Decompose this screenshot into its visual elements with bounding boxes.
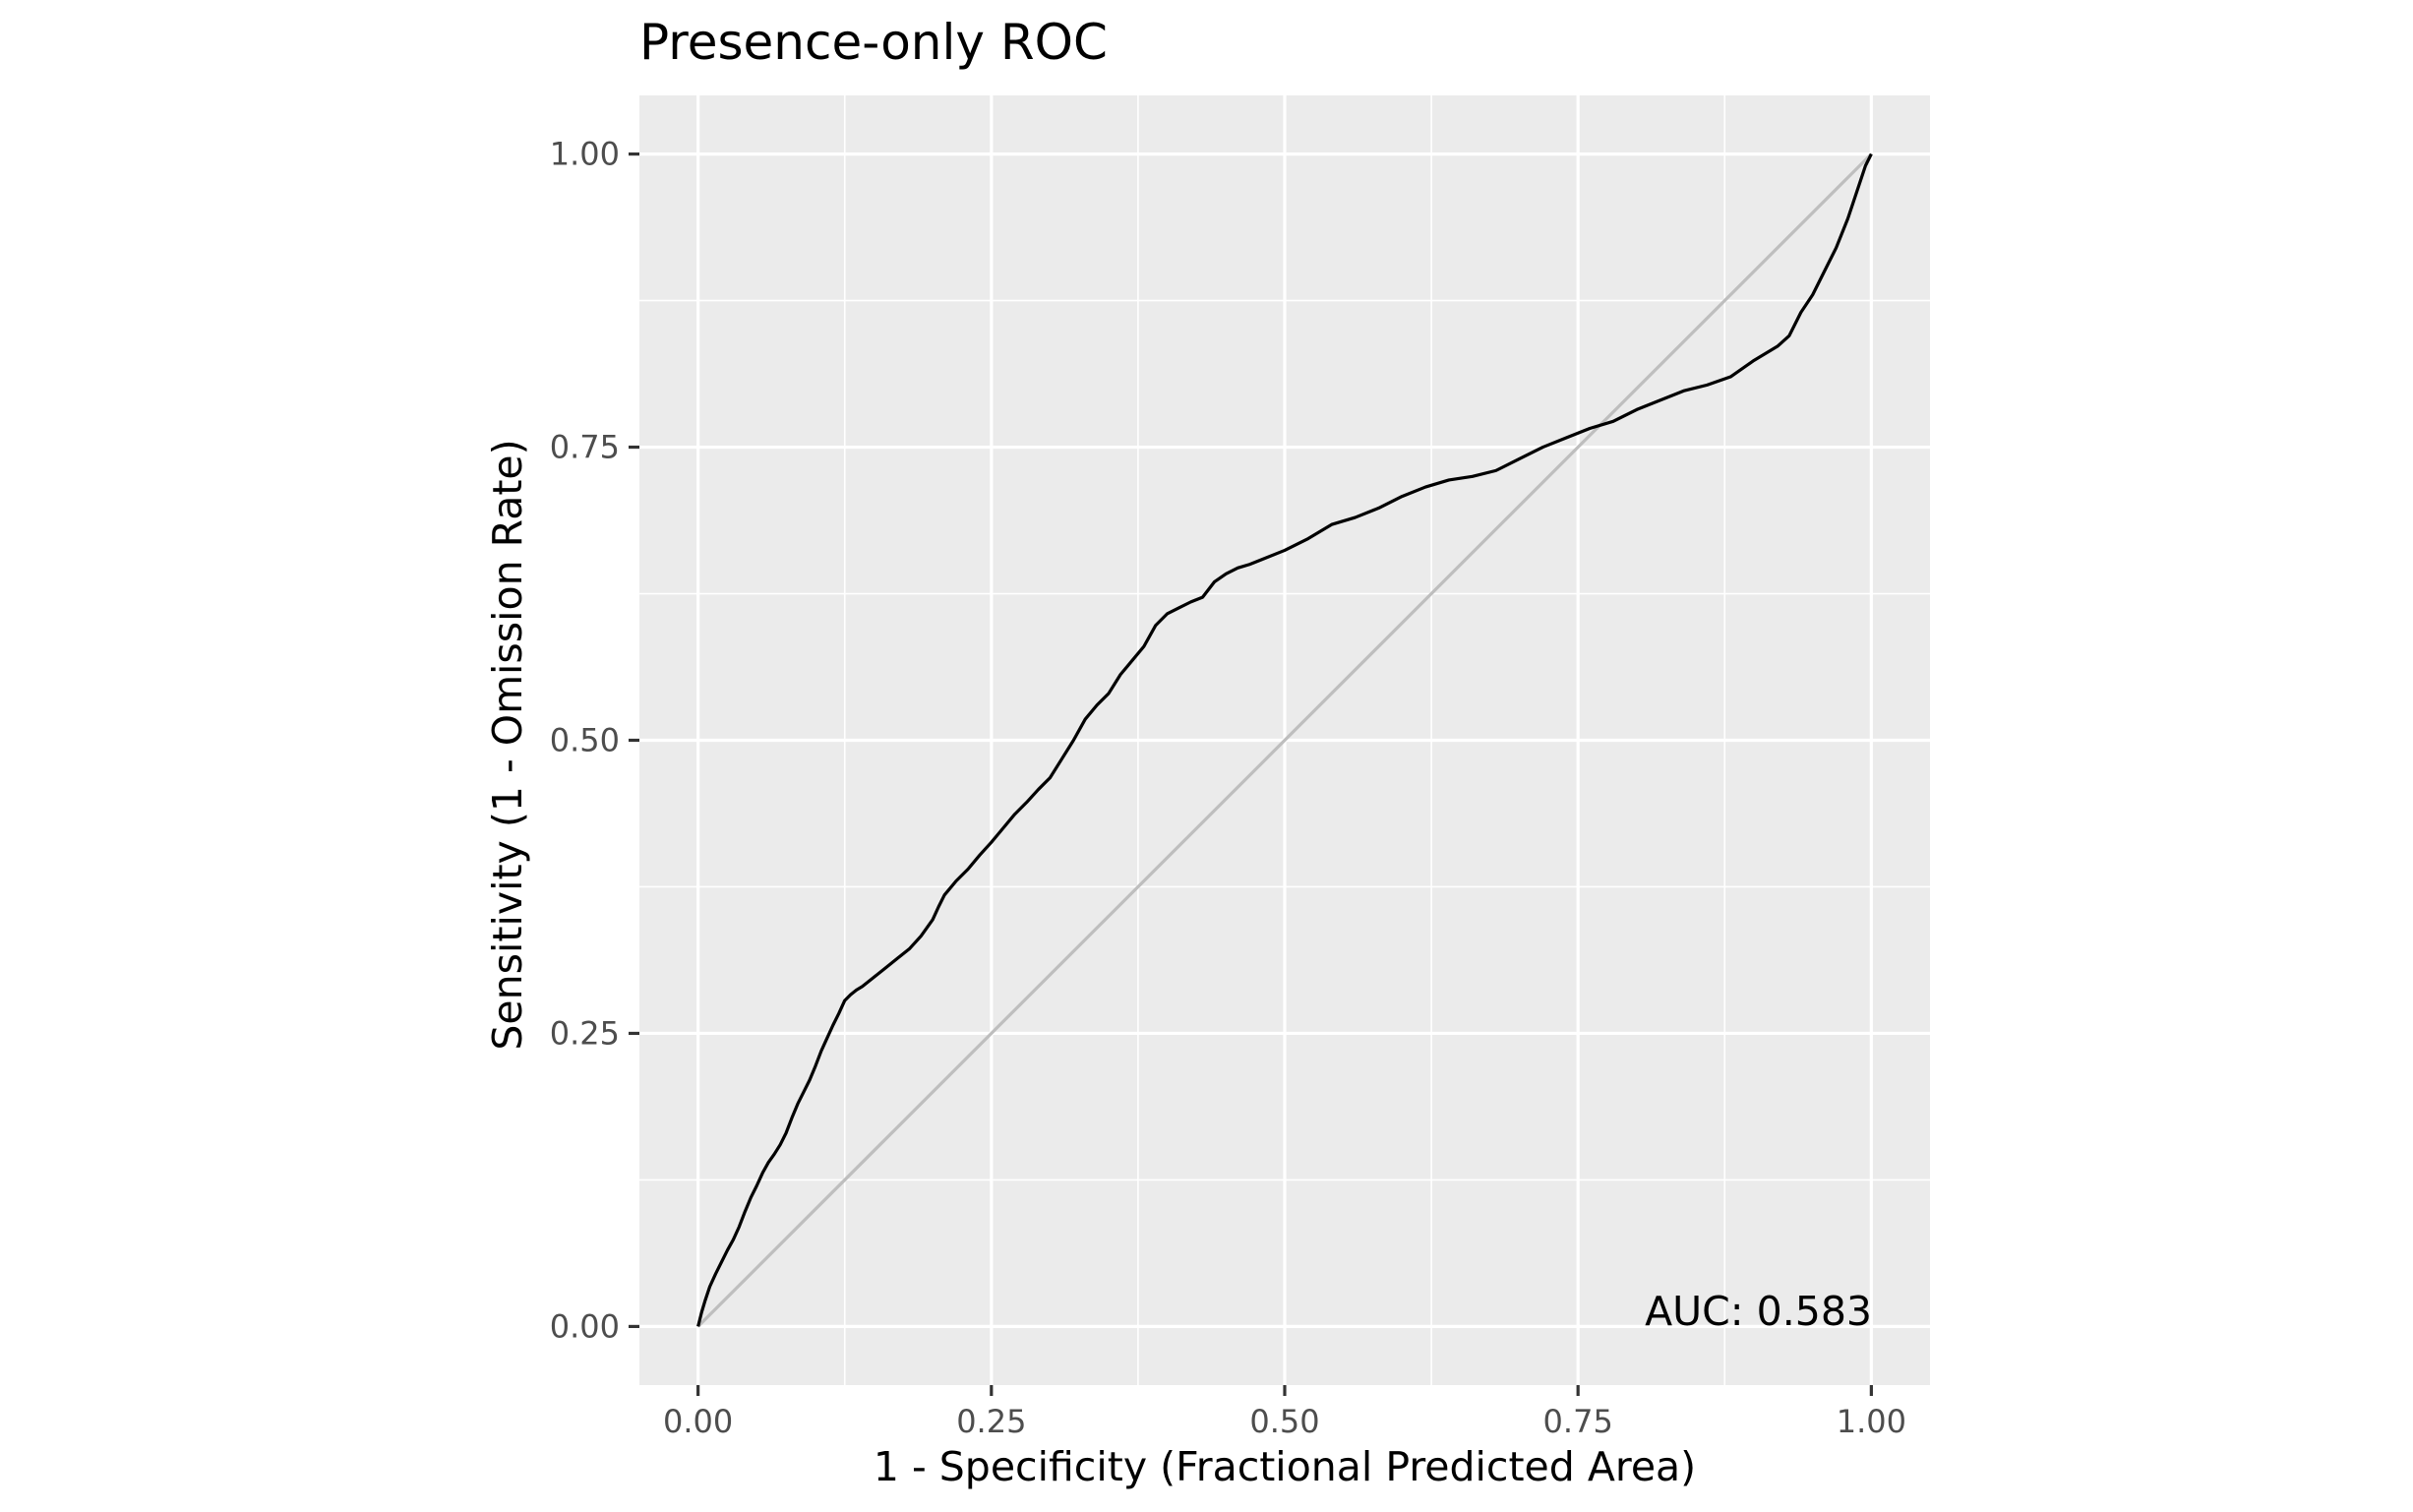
- y-axis-title: Sensitivity (1 - Omission Rate): [484, 439, 531, 1050]
- x-axis-title: 1 - Specificity (Fractional Predicted Ar…: [874, 1443, 1696, 1490]
- reference-diagonal-line: [696, 152, 1873, 1328]
- tick-labels: 0.00 0.25 0.50 0.75 1.00 0.00 0.25 0.50 0.75 1.00: [550, 136, 1906, 1440]
- x-tick-label-3: 0.75: [1543, 1403, 1613, 1440]
- y-tick-label-3: 0.75: [550, 429, 620, 466]
- y-tick-label-2: 0.50: [550, 722, 620, 759]
- axis-ticks: [629, 151, 1873, 1396]
- x-tick-label-1: 0.25: [956, 1403, 1026, 1440]
- x-tick-label-0: 0.00: [663, 1403, 733, 1440]
- y-tick-label-0: 0.00: [550, 1307, 620, 1345]
- x-tick-label-4: 1.00: [1837, 1403, 1906, 1440]
- chart-title: Presence-only ROC: [639, 14, 1108, 71]
- y-tick-label-1: 0.25: [550, 1014, 620, 1052]
- auc-annotation: AUC: 0.583: [1645, 1288, 1872, 1335]
- series-group: [696, 152, 1873, 1328]
- x-tick-label-2: 0.50: [1249, 1403, 1319, 1440]
- roc-curve-line: [696, 152, 1873, 1327]
- y-tick-label-4: 1.00: [550, 136, 620, 173]
